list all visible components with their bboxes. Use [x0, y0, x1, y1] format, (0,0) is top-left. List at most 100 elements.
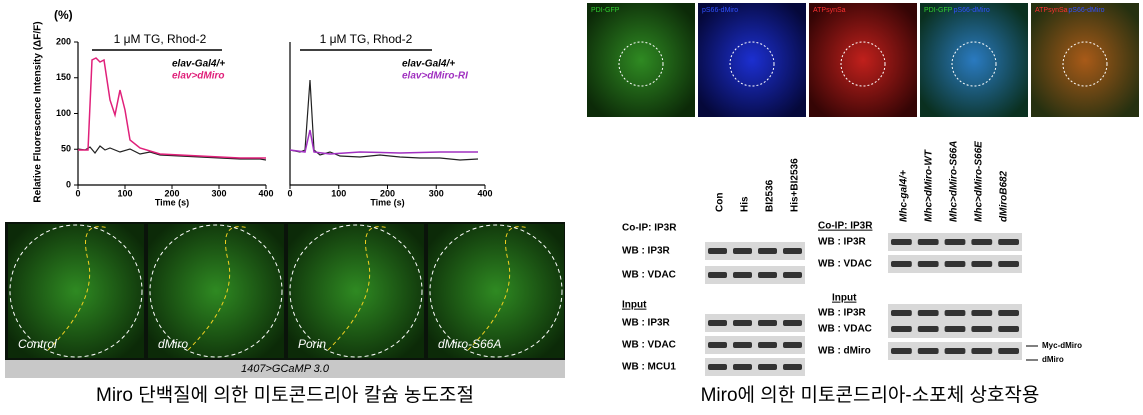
blot-title: Co-IP: IP3R — [622, 223, 677, 234]
confocal-image — [809, 3, 917, 117]
blot-row-label: WB : dMiro — [818, 346, 871, 357]
band — [917, 239, 939, 245]
band — [758, 320, 777, 326]
band — [944, 239, 966, 245]
band — [917, 348, 939, 354]
x-tick-label: 400 — [258, 188, 273, 198]
band-label: dMiro — [1042, 355, 1064, 364]
image-label: Control — [18, 337, 57, 351]
channel-label: ATPsynSa — [1035, 7, 1068, 14]
lane-label: BI2536 — [765, 179, 776, 212]
x-tick-label: 0 — [75, 188, 80, 198]
band — [758, 342, 777, 348]
x-tick-label: 0 — [287, 188, 292, 198]
blot-row-label: WB : VDAC — [818, 259, 872, 270]
legend-entry: elav-Gal4/+ — [172, 59, 225, 70]
blot-row-label: WB : IP3R — [818, 237, 867, 248]
caption: Miro에 의한 미토콘드리아-소포체 상호작용 — [701, 384, 1040, 406]
lane-label: Mhc>dMiro-WT — [924, 149, 935, 222]
y-tick-label: 150 — [56, 72, 71, 82]
band — [998, 348, 1019, 354]
x-tick-label: 100 — [331, 188, 346, 198]
band — [783, 342, 802, 348]
micrograph — [428, 224, 564, 358]
outline — [9, 224, 143, 358]
input-title: Input — [622, 300, 647, 311]
blot-row-label: WB : IP3R — [622, 246, 671, 257]
band — [891, 348, 912, 354]
band — [971, 326, 993, 332]
band — [783, 320, 802, 326]
lane-label: Mhc>dMiro-S66A — [949, 141, 960, 222]
blot-title: Co-IP: IP3R — [818, 221, 873, 232]
blot-strip — [705, 242, 805, 260]
band — [783, 272, 802, 278]
band — [917, 261, 939, 267]
lane-label: His+BI2536 — [790, 158, 801, 212]
band — [891, 310, 912, 316]
band — [944, 261, 966, 267]
blot-row-label: WB : VDAC — [622, 340, 676, 351]
y-tick-label: 0 — [66, 179, 71, 189]
legend-entry: elav>dMiro — [172, 71, 225, 82]
y-unit: (%) — [54, 8, 73, 22]
blot-row-label: WB : IP3R — [818, 308, 867, 319]
outline — [951, 41, 997, 87]
band — [891, 261, 912, 267]
image-label: Porin — [298, 337, 326, 351]
outline — [618, 41, 664, 87]
band — [998, 326, 1019, 332]
blot-row-label: WB : MCU1 — [622, 362, 676, 373]
y-axis-label: Relative Fluorescence Intensity (ΔF/F) — [33, 21, 44, 202]
image-label: dMiro-S66A — [438, 337, 501, 351]
band — [998, 310, 1019, 316]
plot-2 — [289, 42, 485, 186]
lane-label: Mhc-gal4/+ — [899, 170, 910, 222]
band — [783, 248, 802, 254]
x-tick-label: 300 — [211, 188, 226, 198]
x-axis-label: Time (s) — [155, 197, 189, 207]
band — [733, 320, 752, 326]
y-tick-label: 200 — [56, 36, 71, 46]
channel-label: PDI-GFP — [924, 7, 953, 14]
channel-label: pS66-dMiro — [702, 7, 738, 14]
blot-row-label: WB : VDAC — [622, 270, 676, 281]
x-tick-label: 200 — [164, 188, 179, 198]
x-tick-label: 300 — [429, 188, 444, 198]
band — [891, 239, 912, 245]
boundary — [327, 226, 389, 351]
x-tick-label: 400 — [477, 188, 492, 198]
micrograph — [288, 224, 424, 358]
band — [917, 310, 939, 316]
outline — [729, 41, 775, 87]
band — [708, 364, 727, 370]
x-tick-label: 100 — [117, 188, 132, 198]
band — [971, 261, 993, 267]
lane-label: dMiroB682 — [999, 170, 1010, 222]
band — [944, 326, 966, 332]
band — [971, 310, 993, 316]
outline — [429, 224, 563, 358]
band — [733, 248, 752, 254]
channel-label: pS66-dMiro — [1068, 7, 1104, 14]
band — [708, 320, 727, 326]
band-label: Myc-dMiro — [1042, 341, 1082, 350]
caption: Miro 단백질에 의한 미토콘드리아 칼슘 농도조절 — [96, 384, 474, 406]
y-tick-label: 100 — [56, 108, 71, 118]
blot-strip — [705, 336, 805, 354]
arrow — [1026, 345, 1038, 361]
band — [971, 239, 993, 245]
blot-strip — [705, 314, 805, 332]
boundary — [47, 226, 109, 351]
band — [783, 364, 802, 370]
band — [708, 342, 727, 348]
outline — [289, 224, 423, 358]
blot-strip — [705, 358, 805, 376]
input-title: Input — [832, 293, 857, 304]
micrograph — [8, 224, 144, 358]
boundary — [467, 226, 529, 351]
blot-strip — [705, 266, 805, 284]
outline — [840, 41, 886, 87]
treatment: 1 μM TG, Rhod-2 — [114, 32, 207, 46]
